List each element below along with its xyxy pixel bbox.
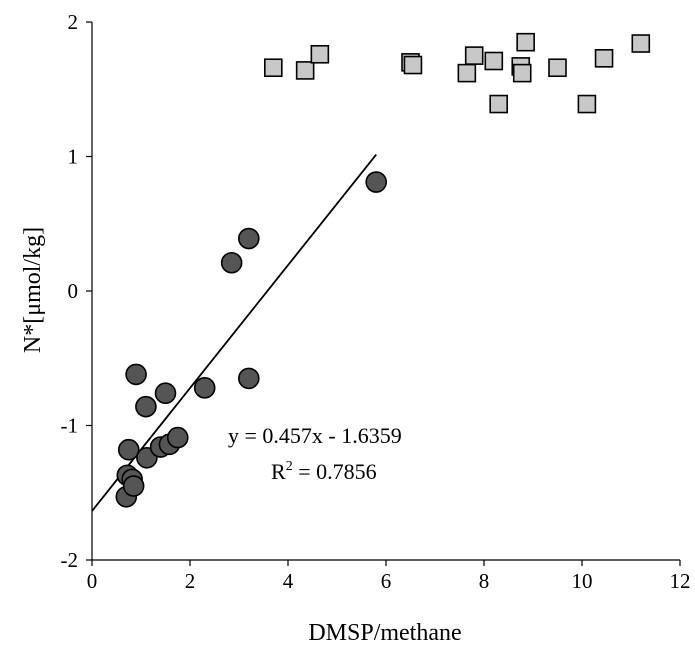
circle-point — [135, 395, 157, 418]
x-axis-title: DMSP/methane — [308, 620, 461, 646]
square-point — [548, 58, 567, 78]
square-point — [310, 44, 330, 64]
circle-point — [365, 171, 388, 193]
square-point — [631, 34, 651, 53]
circle-point — [122, 475, 145, 497]
square-point — [594, 49, 614, 68]
y-axis-title: N*[μmol/kg] — [20, 227, 46, 353]
circle-point — [154, 382, 177, 405]
square-point — [457, 63, 477, 83]
y-tick-label: 0 — [68, 279, 79, 303]
r2-prefix: R — [271, 459, 286, 484]
circle-point — [220, 251, 243, 274]
square-point — [512, 63, 532, 83]
square-point — [263, 58, 283, 78]
circle-point — [125, 363, 147, 386]
y-tick-label: -1 — [61, 414, 79, 438]
tick-marks — [86, 21, 681, 566]
square-point — [577, 94, 597, 114]
r2-superscript: 2 — [286, 459, 293, 474]
x-tick-label: 4 — [283, 569, 294, 593]
x-tick-label: 6 — [381, 569, 392, 593]
circle-point — [193, 377, 216, 399]
x-tick-label: 10 — [572, 569, 593, 593]
circle-point — [238, 227, 260, 250]
r2-value: = 0.7856 — [293, 459, 377, 484]
data-points — [115, 32, 651, 508]
trendline-equation: y = 0.457x - 1.6359 — [228, 423, 402, 448]
square-point — [403, 55, 423, 75]
circle-point — [117, 438, 140, 461]
y-tick-label: 1 — [68, 145, 79, 169]
square-point — [516, 32, 535, 52]
circle-point — [238, 367, 260, 390]
circle-point — [166, 426, 189, 449]
y-tick-label: -2 — [61, 548, 79, 572]
x-tick-label: 12 — [670, 569, 691, 593]
square-point — [295, 61, 315, 80]
square-point — [489, 94, 509, 114]
x-tick-label: 2 — [185, 569, 196, 593]
r-squared-label: R2 = 0.7856 — [271, 459, 377, 484]
x-tick-label: 0 — [87, 569, 98, 593]
x-tick-label: 8 — [479, 569, 490, 593]
square-point — [464, 46, 484, 65]
square-point — [484, 51, 504, 71]
y-tick-label: 2 — [68, 10, 79, 34]
